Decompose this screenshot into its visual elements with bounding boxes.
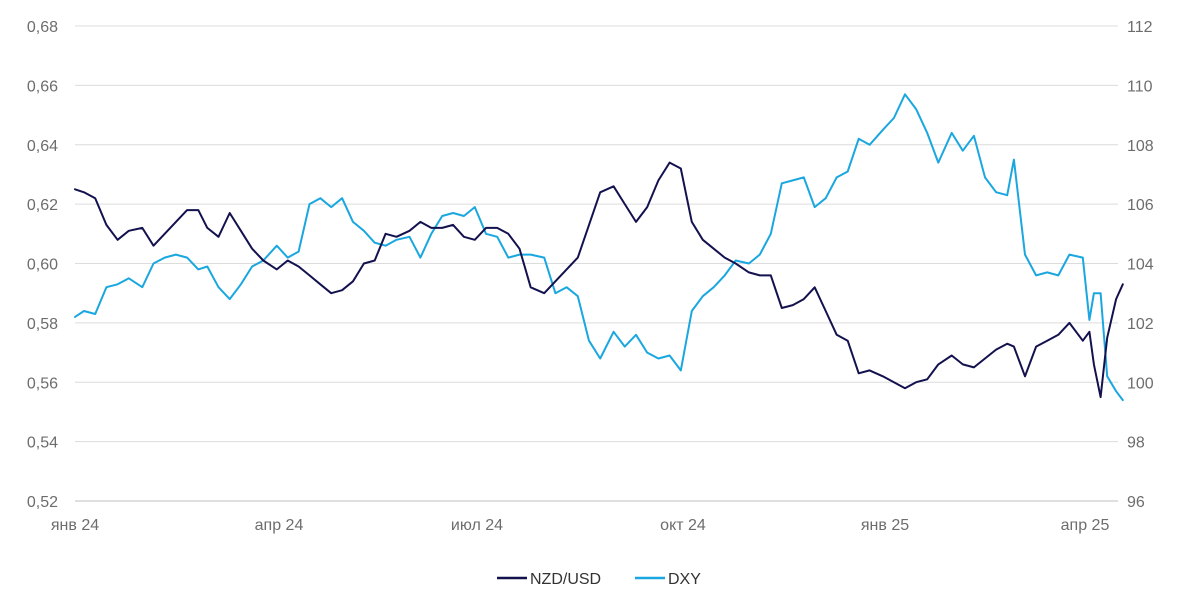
- right-tick-label: 102: [1127, 316, 1154, 333]
- right-tick-label: 106: [1127, 197, 1154, 214]
- left-axis: 0,52 0,54 0,56 0,58 0,60 0,62 0,64 0,66 0,68: [27, 19, 58, 511]
- x-tick-label: янв 25: [861, 517, 909, 534]
- right-tick-label: 112: [1127, 19, 1153, 36]
- legend-label: NZD/USD: [530, 571, 601, 588]
- series-lines: [74, 93, 1124, 402]
- left-tick-label: 0,64: [27, 138, 58, 155]
- x-tick-label: июл 24: [451, 517, 503, 534]
- x-tick-label: апр 24: [255, 517, 304, 534]
- right-tick-label: 108: [1127, 138, 1154, 155]
- series-line-dxy: [74, 93, 1124, 402]
- right-tick-label: 104: [1127, 257, 1154, 274]
- right-tick-label: 96: [1127, 494, 1145, 511]
- left-tick-label: 0,54: [27, 435, 58, 452]
- right-tick-label: 110: [1127, 78, 1153, 95]
- left-tick-label: 0,60: [27, 257, 58, 274]
- left-tick-label: 0,62: [27, 197, 58, 214]
- left-tick-label: 0,52: [27, 494, 58, 511]
- left-tick-label: 0,58: [27, 316, 58, 333]
- x-axis: янв 24 апр 24 июл 24 окт 24 янв 25 апр 25: [51, 517, 1110, 534]
- x-tick-label: апр 25: [1061, 517, 1110, 534]
- series-line-nzd-usd: [74, 161, 1124, 399]
- legend-label: DXY: [668, 571, 701, 588]
- left-tick-label: 0,66: [27, 78, 58, 95]
- legend: NZD/USD DXY: [497, 571, 701, 588]
- x-tick-label: янв 24: [51, 517, 99, 534]
- right-axis: 96 98 100 102 104 106 108 110 112: [1127, 19, 1154, 511]
- grid-lines: [75, 25, 1118, 502]
- left-tick-label: 0,56: [27, 375, 58, 392]
- left-tick-label: 0,68: [27, 19, 58, 36]
- x-tick-label: окт 24: [660, 517, 706, 534]
- right-tick-label: 98: [1127, 435, 1145, 452]
- right-tick-label: 100: [1127, 375, 1154, 392]
